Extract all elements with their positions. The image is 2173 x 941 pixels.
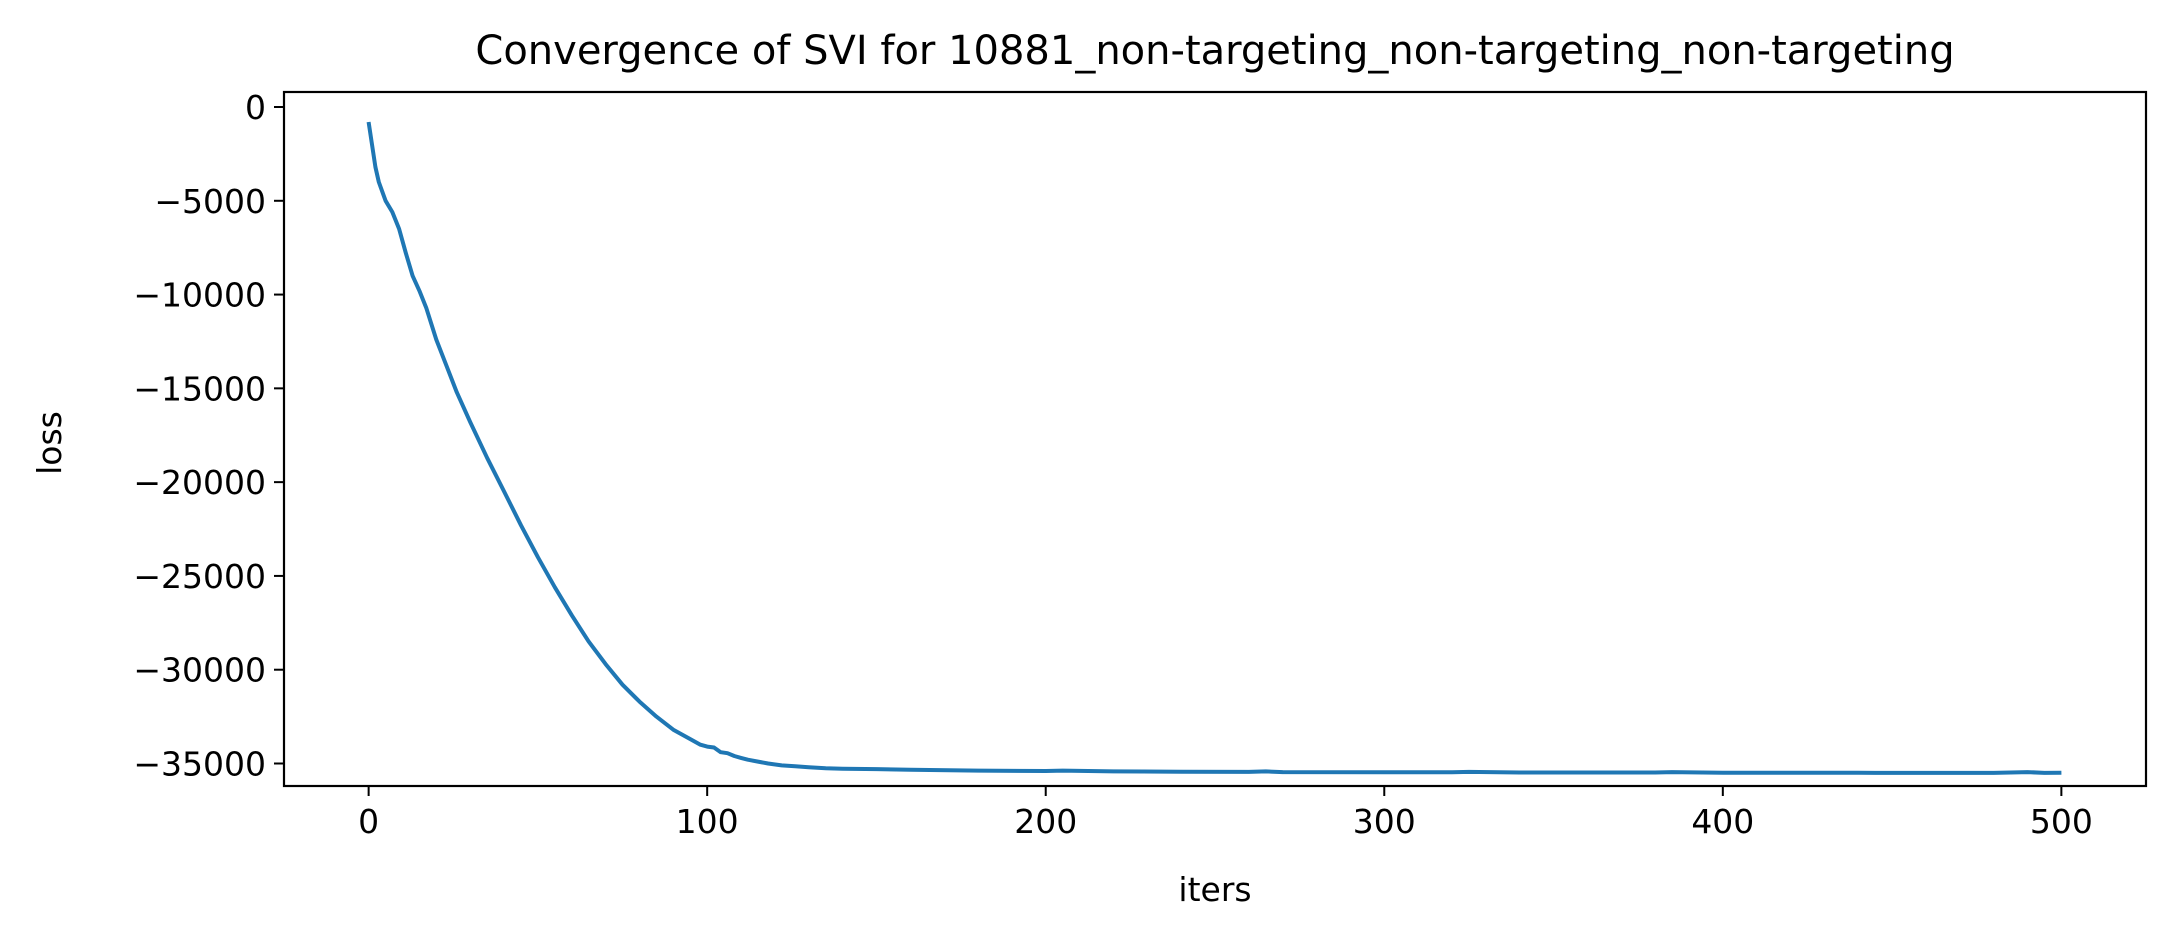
x-tick-label: 100: [676, 802, 739, 841]
x-tick-label: 400: [1691, 802, 1754, 841]
y-tick-label: −30000: [133, 651, 266, 690]
plot-frame: [282, 90, 2148, 788]
y-tick-label: −35000: [133, 744, 266, 783]
y-tick-label: 0: [245, 88, 266, 127]
y-tick-label: −15000: [133, 369, 266, 408]
chart-title: Convergence of SVI for 10881_non-targeti…: [475, 28, 1954, 74]
x-tick-label: 500: [2030, 802, 2093, 841]
y-axis-title: loss: [30, 411, 69, 475]
loss-line: [366, 121, 2062, 775]
y-tick-label: −10000: [133, 276, 266, 315]
y-tick-label: −20000: [133, 463, 266, 502]
y-tick-label: −25000: [133, 557, 266, 596]
x-axis-title: iters: [1178, 870, 1251, 909]
x-tick-label: 0: [358, 802, 379, 841]
x-tick-label: 200: [1014, 802, 1077, 841]
y-axis-ticks: 0 −5000 −10000 −15000 −20000 −25000 −30000 −350…: [133, 88, 284, 783]
x-tick-label: 300: [1353, 802, 1416, 841]
series-layer: [366, 121, 2062, 775]
y-tick-label: −5000: [154, 182, 266, 221]
x-axis-ticks: 0 100 200 300 400 500: [358, 786, 2093, 841]
